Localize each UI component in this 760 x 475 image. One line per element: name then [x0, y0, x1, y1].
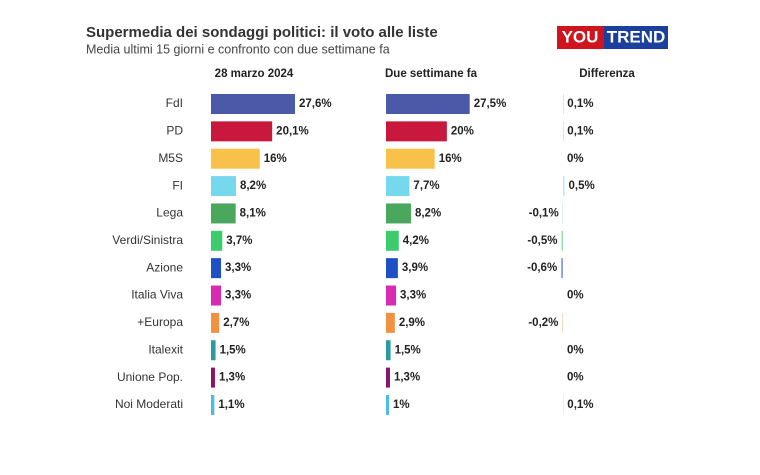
value-label: 3,9%: [402, 262, 428, 274]
category-label: FdI: [166, 96, 183, 110]
bar: [386, 258, 398, 279]
value-label: 7,7%: [413, 180, 439, 192]
value-label: 3,7%: [226, 235, 252, 247]
category-label: Unione Pop.: [117, 370, 183, 384]
value-label: 4,2%: [403, 235, 429, 247]
value-label: 1,5%: [395, 344, 421, 356]
category-label: FI: [172, 178, 183, 192]
category-label: M5S: [158, 151, 183, 165]
value-label: 8,1%: [240, 207, 266, 219]
value-label: 0,1%: [567, 125, 593, 137]
value-label: 20%: [451, 125, 474, 137]
bar: [386, 394, 390, 415]
chart-title: Supermedia dei sondaggi politici: il vot…: [86, 24, 438, 41]
value-label: 27,5%: [474, 98, 507, 110]
value-label: 16%: [264, 153, 287, 165]
bar: [386, 203, 411, 224]
bar: [561, 258, 563, 279]
logo-left: YOU: [562, 27, 599, 46]
value-label: -0,5%: [527, 235, 557, 247]
series-header: Differenza: [579, 68, 635, 80]
bar: [386, 148, 435, 169]
value-label: 0%: [567, 372, 584, 384]
category-label: Noi Moderati: [115, 397, 183, 411]
value-label: 1,1%: [218, 399, 244, 411]
logo-right: TREND: [607, 27, 666, 46]
logo-right-box: [604, 26, 668, 49]
bar: [211, 230, 223, 251]
series-header: Due settimane fa: [385, 68, 478, 80]
category-label: PD: [166, 124, 183, 138]
bar: [211, 340, 216, 361]
category-label: +Europa: [137, 315, 183, 329]
value-label: 1,5%: [220, 344, 246, 356]
value-label: 0%: [567, 290, 584, 302]
bar: [211, 367, 215, 388]
bar: [386, 94, 470, 114]
value-label: 8,2%: [240, 180, 266, 192]
bar: [211, 203, 236, 224]
value-label: 0,1%: [567, 98, 593, 110]
bar: [386, 230, 399, 251]
bar: [562, 312, 563, 333]
category-label: Italia Viva: [131, 288, 183, 302]
category-label: Verdi/Sinistra: [112, 233, 183, 247]
value-label: 0%: [567, 153, 584, 165]
bar: [211, 258, 222, 279]
category-label: Azione: [146, 260, 183, 274]
bar: [386, 367, 390, 388]
bar: [386, 121, 447, 142]
value-label: 1%: [393, 399, 410, 411]
bar: [563, 176, 565, 197]
bar: [211, 121, 273, 142]
value-label: -0,6%: [527, 262, 557, 274]
value-label: 2,9%: [399, 317, 425, 329]
value-label: 1,3%: [394, 372, 420, 384]
value-label: 0,1%: [567, 399, 593, 411]
value-label: 3,3%: [225, 290, 251, 302]
value-label: 0%: [567, 344, 584, 356]
value-label: 27,6%: [299, 98, 332, 110]
category-label: Italexit: [148, 342, 183, 356]
bar: [211, 94, 295, 114]
bar: [386, 312, 395, 333]
bar: [211, 394, 215, 415]
bar: [386, 285, 397, 306]
value-label: 1,3%: [219, 372, 245, 384]
value-label: 20,1%: [276, 125, 309, 137]
chart-subtitle: Media ultimi 15 giorni e confronto con d…: [86, 42, 390, 56]
bar: [386, 176, 410, 197]
value-label: -0,1%: [529, 207, 559, 219]
bar: [211, 312, 220, 333]
bar: [211, 148, 260, 169]
bar: [386, 340, 391, 361]
category-label: Lega: [156, 206, 183, 220]
value-label: 3,3%: [400, 290, 426, 302]
bar: [211, 285, 222, 306]
logo-left-box: [557, 26, 604, 49]
series-header: 28 marzo 2024: [215, 68, 294, 80]
bar: [561, 230, 563, 251]
logo: YOU TREND: [557, 26, 668, 49]
bar: [211, 176, 236, 197]
value-label: 3,3%: [225, 262, 251, 274]
value-label: 2,7%: [223, 317, 249, 329]
value-label: 16%: [439, 153, 462, 165]
value-label: -0,2%: [528, 317, 558, 329]
value-label: 0,5%: [569, 180, 595, 192]
value-label: 8,2%: [415, 207, 441, 219]
